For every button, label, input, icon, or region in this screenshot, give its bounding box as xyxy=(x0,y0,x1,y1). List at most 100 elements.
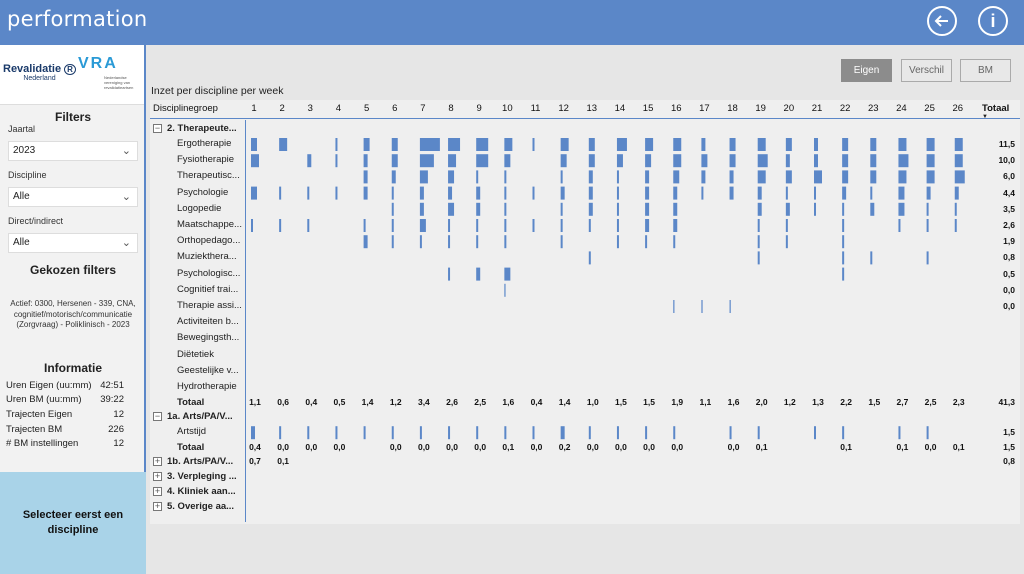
discipline-row-label: Activiteiten b... xyxy=(177,316,239,328)
row-total-value: 41,3 xyxy=(998,397,1015,408)
week-header[interactable]: 24 xyxy=(896,103,907,114)
week-total-value: 3,4 xyxy=(417,397,430,408)
row-total-value: 1,5 xyxy=(1003,427,1015,438)
expand-icon[interactable]: + xyxy=(153,471,162,482)
week-total-value: 0,1 xyxy=(952,442,965,453)
discipline-row-label: Geestelijke v... xyxy=(177,364,239,376)
bm-button[interactable]: BM xyxy=(960,59,1011,82)
week-header[interactable]: 15 xyxy=(642,103,654,114)
group-label: 3. Verpleging ... xyxy=(167,471,237,483)
week-header[interactable]: 18 xyxy=(727,103,738,114)
week-total-value: 2,0 xyxy=(755,397,768,408)
col-header-totaal[interactable]: Totaal xyxy=(982,103,1010,114)
filters-panel: Filters Jaartal 2023 ⌄ Discipline Alle ⌄ D… xyxy=(0,110,146,452)
week-total-value: 1,4 xyxy=(361,397,374,408)
collapse-icon[interactable]: − xyxy=(153,411,162,422)
week-total-value: 1,2 xyxy=(783,397,796,408)
week-header[interactable]: 19 xyxy=(755,103,766,114)
week-header[interactable]: 1 xyxy=(251,103,257,114)
informatie-title: Informatie xyxy=(43,360,102,375)
collapse-icon[interactable]: − xyxy=(153,123,162,133)
row-total-value: 0,0 xyxy=(1003,301,1015,311)
week-total-value: 0,7 xyxy=(249,456,261,467)
week-total-value: 0,0 xyxy=(446,442,458,453)
week-total-value: 1,2 xyxy=(389,397,402,408)
week-total-value: 0,0 xyxy=(924,442,937,453)
discipline-row-label: Hydrotherapie xyxy=(177,381,237,392)
week-header[interactable]: 14 xyxy=(614,103,626,114)
week-header[interactable]: 3 xyxy=(307,103,313,114)
week-header[interactable]: 22 xyxy=(839,103,851,114)
week-header[interactable]: 17 xyxy=(699,103,710,114)
week-total-value: 1,1 xyxy=(699,397,712,408)
expand-icon[interactable]: + xyxy=(153,486,162,497)
header-divider xyxy=(150,118,1020,119)
week-header[interactable]: 2 xyxy=(279,103,285,114)
week-total-value: 0,4 xyxy=(249,442,261,453)
row-total-value: 0,5 xyxy=(1003,268,1015,279)
week-header[interactable]: 16 xyxy=(670,103,682,114)
week-header[interactable]: 5 xyxy=(363,103,370,114)
week-total-value: 1,6 xyxy=(727,397,740,408)
row-total-value: 0,0 xyxy=(1003,284,1015,295)
jaartal-label: Jaartal xyxy=(8,124,36,134)
row-total-value: 4,4 xyxy=(1003,187,1015,198)
week-total-value: 0,0 xyxy=(333,442,346,453)
info-button[interactable]: i xyxy=(978,6,1008,36)
discipline-row-label: Muziekthera... xyxy=(177,251,237,263)
row-total-value: 3,5 xyxy=(1003,203,1015,214)
week-header[interactable]: 11 xyxy=(530,103,541,114)
week-header[interactable]: 6 xyxy=(392,103,398,114)
discipline-row-label: Cognitief trai... xyxy=(177,283,239,295)
week-total-value: 0,0 xyxy=(305,442,318,453)
verschil-button[interactable]: Verschil xyxy=(901,59,952,82)
week-header[interactable]: 21 xyxy=(811,103,823,114)
week-total-value: 2,5 xyxy=(474,397,487,408)
week-total-value: 2,7 xyxy=(896,397,909,408)
week-header[interactable]: 7 xyxy=(420,103,426,114)
week-header[interactable]: 13 xyxy=(586,103,598,114)
week-header[interactable]: 4 xyxy=(335,103,342,114)
discipline-row-label: Diëtetiek xyxy=(177,348,214,360)
week-total-value: 0,6 xyxy=(277,397,290,408)
discipline-row-label: Orthopedago... xyxy=(177,235,241,247)
week-total-value: 0,0 xyxy=(417,442,430,453)
direct-indirect-select[interactable]: Alle ⌄ xyxy=(8,233,138,253)
group-label: 4. Kliniek aan... xyxy=(167,486,236,498)
week-total-value: 1,3 xyxy=(812,397,824,408)
week-total-value: 0,4 xyxy=(305,397,318,408)
page-title: Inzet per discipline per week xyxy=(151,85,284,97)
eigen-button[interactable]: Eigen xyxy=(841,59,892,82)
filters-title: Filters xyxy=(54,110,91,124)
chevron-down-icon: ⌄ xyxy=(121,237,131,249)
column-divider xyxy=(245,120,246,522)
revalidatie-logo: Revalidatie R Nederland xyxy=(3,63,76,82)
sidebar: Revalidatie R Nederland VRA Nederlandse … xyxy=(0,45,146,574)
week-total-value: 1,0 xyxy=(586,397,599,408)
week-header[interactable]: 12 xyxy=(558,103,569,114)
week-header[interactable]: 10 xyxy=(502,103,513,114)
week-header[interactable]: 20 xyxy=(783,103,795,114)
expand-icon[interactable]: + xyxy=(153,456,162,467)
week-total-value: 1,4 xyxy=(558,397,571,408)
row-total-value: 6,0 xyxy=(1003,171,1015,182)
arrow-left-circle-icon xyxy=(934,15,948,27)
week-header[interactable]: 8 xyxy=(448,103,454,114)
week-total-value: 2,2 xyxy=(840,397,853,408)
gekozen-filters-text: Actief: 0300, Hersenen - 339, CNA, cogni… xyxy=(10,299,136,329)
discipline-row-label: Psychologisc... xyxy=(177,267,241,279)
selecteer-discipline-banner[interactable]: Selecteer eerst een discipline xyxy=(0,472,146,574)
week-total-value: 0,1 xyxy=(840,442,853,453)
week-header[interactable]: 9 xyxy=(476,103,482,114)
info-row: Trajecten BM 226 xyxy=(6,423,124,435)
discipline-select[interactable]: Alle ⌄ xyxy=(8,187,138,207)
discipline-row-label: Ergotherapie xyxy=(177,138,232,149)
week-header[interactable]: 26 xyxy=(952,103,964,114)
expand-icon[interactable]: + xyxy=(153,501,162,512)
logos-area: Revalidatie R Nederland VRA Nederlandse … xyxy=(0,45,144,105)
back-button[interactable] xyxy=(927,6,957,36)
col-header-disciplinegroep[interactable]: Disciplinegroep xyxy=(153,103,218,114)
week-header[interactable]: 25 xyxy=(924,103,935,114)
week-header[interactable]: 23 xyxy=(868,103,879,114)
jaartal-select[interactable]: 2023 ⌄ xyxy=(8,141,138,161)
